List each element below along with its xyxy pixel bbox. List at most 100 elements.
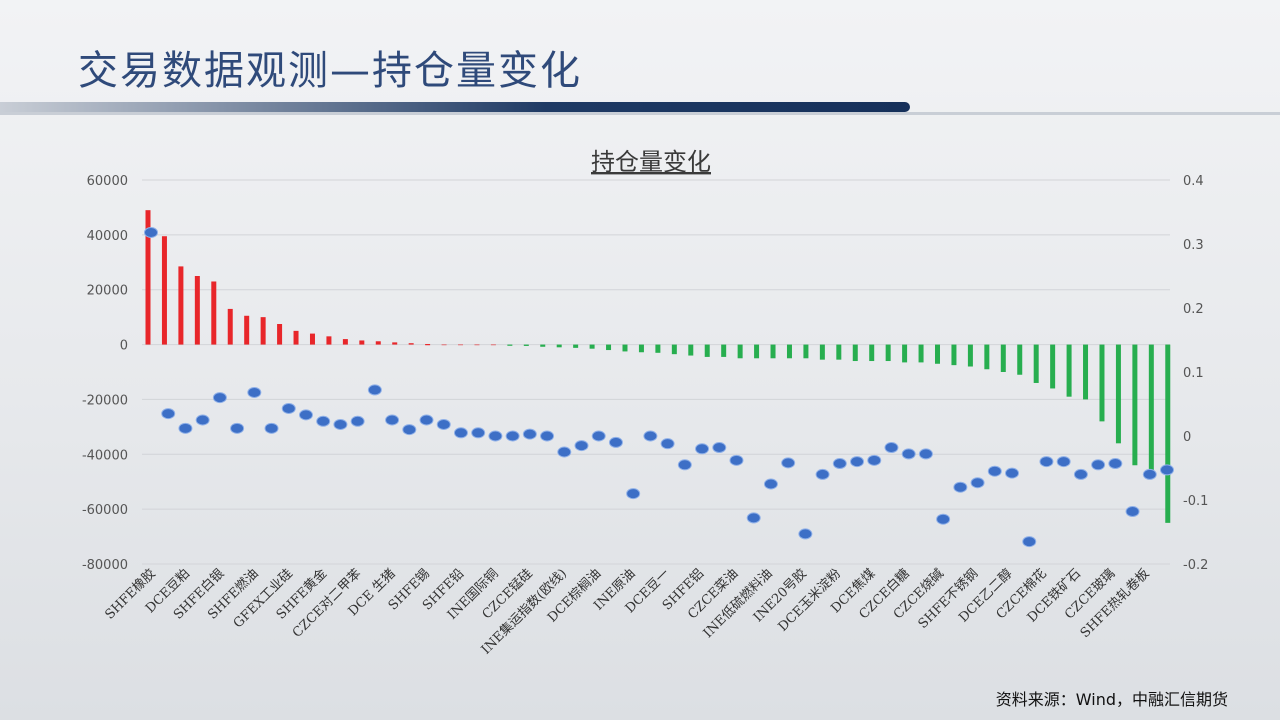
marker-point bbox=[867, 454, 882, 466]
bar bbox=[1050, 344, 1056, 389]
marker-point bbox=[557, 446, 572, 458]
bar bbox=[523, 344, 529, 346]
bar bbox=[754, 344, 760, 359]
bar bbox=[671, 344, 677, 355]
bar bbox=[1066, 344, 1072, 397]
left-axis-tick-label: -80000 bbox=[82, 558, 128, 573]
bar bbox=[1148, 344, 1154, 474]
right-axis-tick-label: 0.1 bbox=[1183, 366, 1204, 381]
bar bbox=[1115, 344, 1121, 444]
bar bbox=[161, 236, 167, 345]
bar bbox=[902, 344, 908, 363]
bar bbox=[326, 336, 332, 345]
marker-point bbox=[1125, 506, 1140, 518]
bar bbox=[1099, 344, 1105, 422]
marker-point bbox=[1056, 456, 1071, 468]
right-axis-tick-label: 0 bbox=[1183, 430, 1191, 445]
right-axis-tick-label: 0.4 bbox=[1183, 174, 1204, 189]
marker-point bbox=[729, 454, 744, 466]
marker-point bbox=[970, 477, 985, 489]
bar bbox=[1017, 344, 1023, 375]
marker-point bbox=[453, 427, 468, 439]
bar bbox=[573, 344, 579, 348]
bar bbox=[178, 266, 184, 345]
marker-point bbox=[385, 414, 400, 426]
bar bbox=[211, 281, 217, 345]
marker-point bbox=[505, 430, 520, 442]
bar bbox=[606, 344, 612, 351]
marker-point bbox=[350, 415, 365, 427]
bar bbox=[375, 341, 381, 345]
bar bbox=[441, 344, 447, 346]
bar bbox=[227, 308, 233, 345]
marker-point bbox=[298, 409, 313, 421]
left-axis-tick-label: -20000 bbox=[82, 393, 128, 408]
bar bbox=[803, 344, 809, 359]
right-axis-tick-label: -0.1 bbox=[1183, 494, 1208, 509]
marker-point bbox=[953, 481, 968, 493]
marker-point bbox=[488, 430, 503, 442]
right-axis-tick-label: 0.3 bbox=[1183, 238, 1204, 253]
bar bbox=[194, 276, 200, 345]
slide-title: 交易数据观测—持仓量变化 bbox=[78, 48, 582, 94]
marker-point bbox=[212, 392, 227, 404]
marker-point bbox=[832, 458, 847, 470]
marker-point bbox=[695, 443, 710, 455]
marker-point bbox=[901, 448, 916, 460]
bar bbox=[408, 343, 414, 345]
title-underline-light bbox=[0, 112, 1280, 115]
marker-point bbox=[1142, 468, 1157, 480]
bar bbox=[392, 342, 398, 345]
bar bbox=[737, 344, 743, 359]
marker-point bbox=[987, 465, 1002, 477]
bar bbox=[967, 344, 973, 367]
marker-point bbox=[643, 430, 658, 442]
marker-point bbox=[574, 440, 589, 452]
bar bbox=[1000, 344, 1006, 372]
marker-point bbox=[264, 422, 279, 434]
bar bbox=[309, 333, 315, 345]
bar bbox=[622, 344, 628, 352]
bar bbox=[819, 344, 825, 360]
marker-point bbox=[850, 456, 865, 468]
bar bbox=[458, 344, 464, 346]
bar bbox=[145, 210, 151, 345]
bar bbox=[490, 344, 496, 346]
marker-point bbox=[677, 459, 692, 471]
marker-point bbox=[936, 513, 951, 525]
marker-point bbox=[763, 478, 778, 490]
marker-point bbox=[230, 422, 245, 434]
marker-point bbox=[918, 448, 933, 460]
source-note: 资料来源：Wind，中融汇信期货 bbox=[995, 690, 1228, 709]
bar bbox=[540, 344, 546, 347]
left-axis-tick-label: 0 bbox=[120, 339, 128, 354]
bar bbox=[359, 340, 365, 345]
bar bbox=[277, 324, 283, 345]
bar bbox=[342, 339, 348, 345]
bar bbox=[786, 344, 792, 359]
marker-point bbox=[712, 442, 727, 454]
marker-point bbox=[471, 427, 486, 439]
bar bbox=[655, 344, 661, 353]
marker-point bbox=[1022, 536, 1037, 548]
bar bbox=[721, 344, 727, 357]
marker-point bbox=[798, 528, 813, 540]
marker-point bbox=[1039, 456, 1054, 468]
marker-point bbox=[281, 402, 296, 414]
left-axis-tick-label: 60000 bbox=[87, 174, 128, 189]
bar bbox=[951, 344, 957, 366]
bar bbox=[638, 344, 644, 353]
marker-point bbox=[815, 468, 830, 480]
bar bbox=[836, 344, 842, 360]
marker-point bbox=[333, 418, 348, 430]
marker-point bbox=[608, 436, 623, 448]
bar bbox=[1132, 344, 1138, 466]
bar bbox=[770, 344, 776, 359]
bar bbox=[869, 344, 875, 362]
marker-point bbox=[1108, 458, 1123, 470]
bar bbox=[260, 317, 266, 345]
bar bbox=[425, 344, 431, 346]
bar bbox=[704, 344, 710, 357]
marker-point bbox=[419, 414, 434, 426]
marker-point bbox=[660, 438, 675, 450]
